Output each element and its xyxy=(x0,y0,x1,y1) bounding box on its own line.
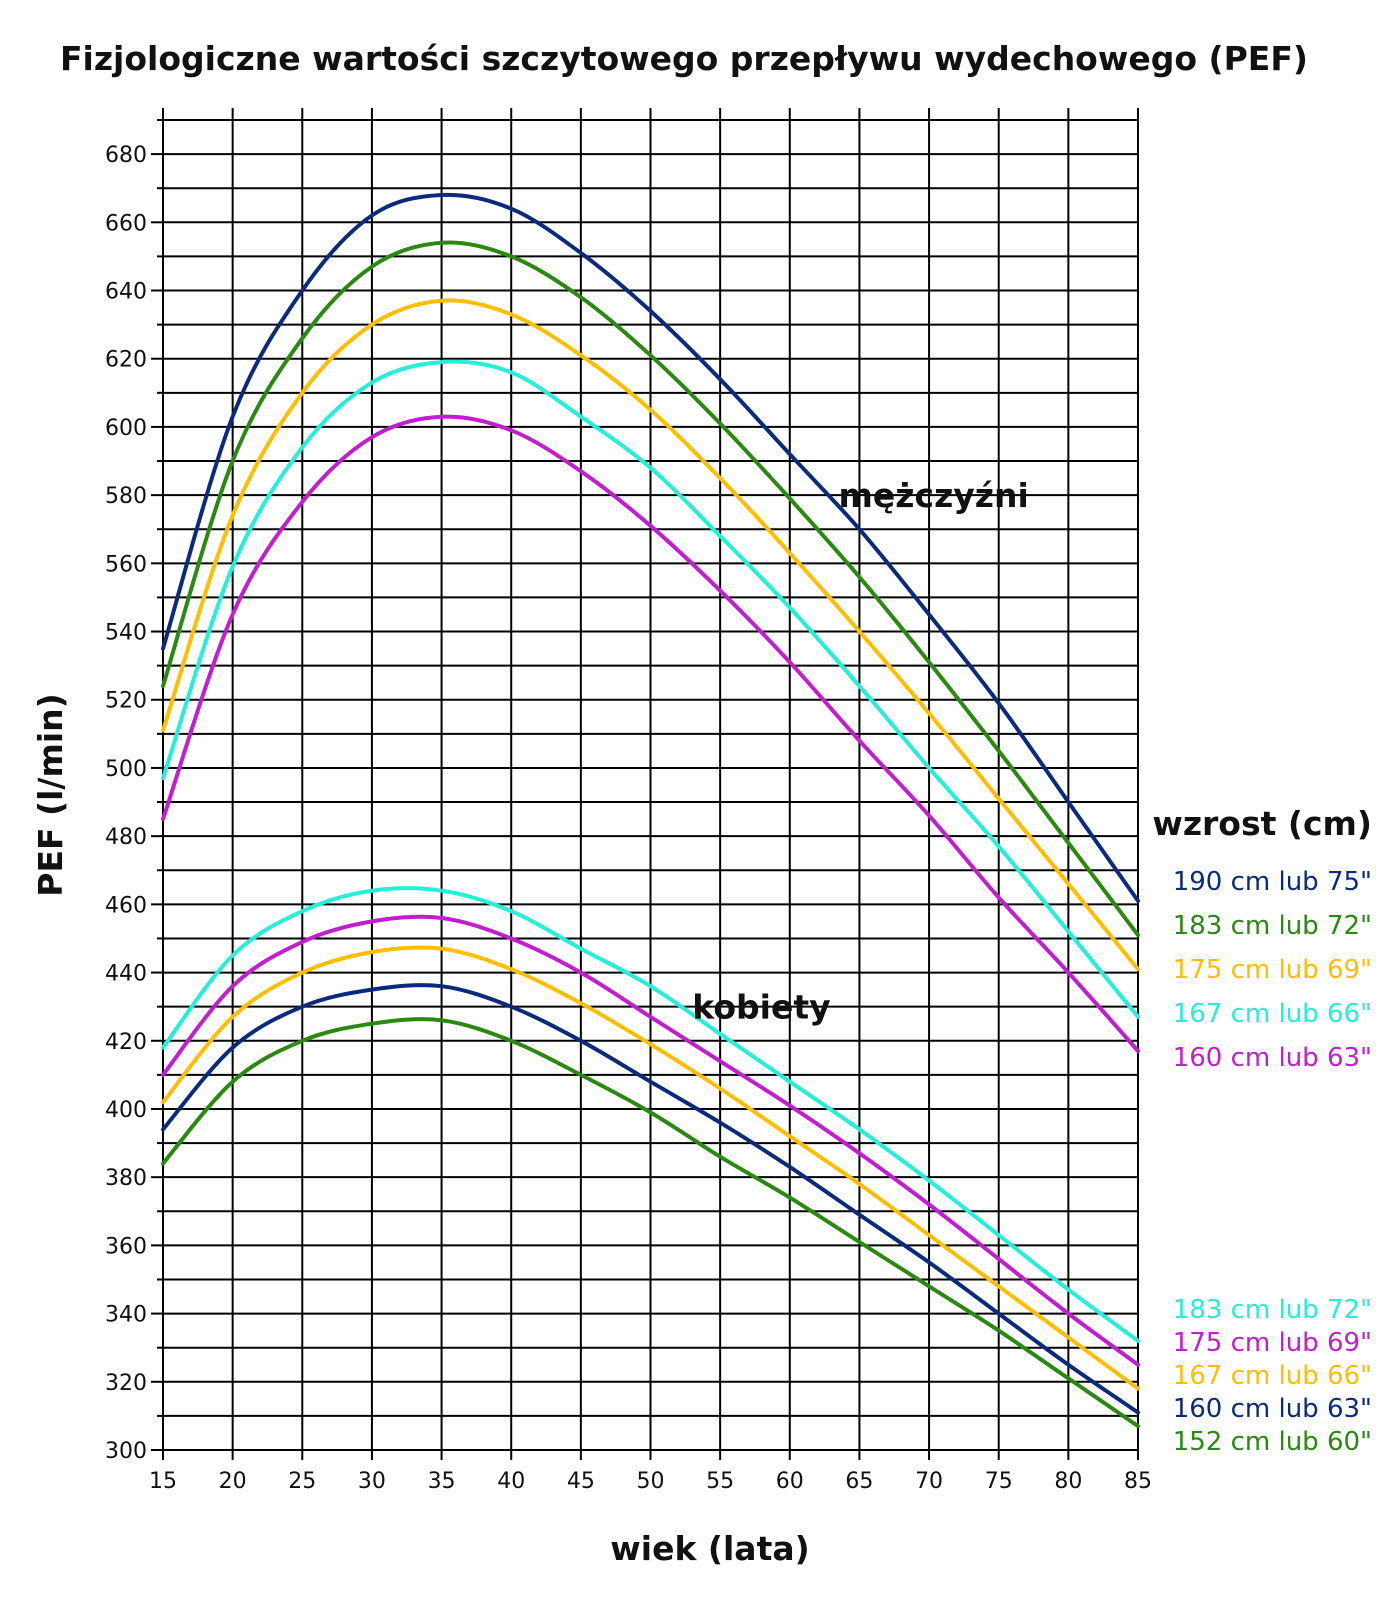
x-axis-title: wiek (lata) xyxy=(610,1529,809,1568)
legend-entry: 183 cm lub 72" xyxy=(1173,911,1372,941)
x-tick-label: 50 xyxy=(637,1469,665,1494)
legend-entry: 152 cm lub 60" xyxy=(1173,1427,1372,1457)
x-tick-label: 75 xyxy=(985,1469,1013,1494)
series-line-women-7 xyxy=(161,945,1140,1391)
y-tick-label: 320 xyxy=(105,1371,147,1396)
x-tick-label: 70 xyxy=(915,1469,943,1494)
x-tick-label: 30 xyxy=(358,1469,386,1494)
y-tick-label: 400 xyxy=(105,1098,147,1123)
series-line-men-0 xyxy=(161,192,1140,903)
annotation-label: mężczyźni xyxy=(839,476,1029,515)
series-line-women-9 xyxy=(161,1017,1140,1429)
x-tick-label: 25 xyxy=(288,1469,316,1494)
legend-entry: 160 cm lub 63" xyxy=(1173,1043,1372,1073)
legend-men: 190 cm lub 75" 183 cm lub 72" 175 cm lub 6… xyxy=(1173,867,1372,1073)
y-tick-labels: 300 320 340 360 380 400 420 440 460 480 500 520 540 5… xyxy=(105,143,147,1464)
annotations: mężczyźni kobiety xyxy=(692,476,1029,1027)
series-line-women-8 xyxy=(161,983,1140,1415)
y-tick-label: 620 xyxy=(105,348,147,373)
series-line-men-4 xyxy=(161,414,1140,1053)
legend-entry: 167 cm lub 66" xyxy=(1173,999,1372,1029)
y-tick-label: 600 xyxy=(105,416,147,441)
y-tick-label: 500 xyxy=(105,757,147,782)
legend-entry: 160 cm lub 63" xyxy=(1173,1394,1372,1424)
series-line-men-2 xyxy=(161,298,1140,972)
x-tick-label: 15 xyxy=(149,1469,177,1494)
legend-entry: 167 cm lub 66" xyxy=(1173,1361,1372,1391)
y-tick-label: 420 xyxy=(105,1030,147,1055)
grid xyxy=(151,108,1139,1460)
y-tick-label: 440 xyxy=(105,962,147,987)
y-tick-label: 460 xyxy=(105,893,147,918)
x-tick-label: 65 xyxy=(845,1469,873,1494)
x-tick-label: 20 xyxy=(219,1469,247,1494)
y-tick-label: 540 xyxy=(105,621,147,646)
series-line-women-6 xyxy=(161,914,1140,1367)
x-tick-label: 85 xyxy=(1124,1469,1152,1494)
legend-entry: 183 cm lub 72" xyxy=(1173,1295,1372,1325)
series-line-women-5 xyxy=(161,886,1140,1343)
y-tick-label: 560 xyxy=(105,552,147,577)
x-tick-label: 55 xyxy=(706,1469,734,1494)
y-tick-label: 520 xyxy=(105,689,147,714)
x-tick-label: 80 xyxy=(1054,1469,1082,1494)
legend-title: wzrost (cm) xyxy=(1152,804,1372,843)
legend-entry: 175 cm lub 69" xyxy=(1173,1328,1372,1358)
y-tick-label: 580 xyxy=(105,484,147,509)
y-axis-title: PEF (l/min) xyxy=(31,693,70,896)
y-tick-label: 300 xyxy=(105,1439,147,1464)
series-line-men-3 xyxy=(161,359,1140,1019)
y-tick-label: 340 xyxy=(105,1303,147,1328)
legend-entry: 190 cm lub 75" xyxy=(1173,867,1372,897)
series-line-men-1 xyxy=(161,240,1140,938)
series-lines xyxy=(161,192,1140,1429)
y-tick-label: 660 xyxy=(105,211,147,236)
chart-title: Fizjologiczne wartości szczytowego przep… xyxy=(60,39,1308,78)
annotation-label: kobiety xyxy=(692,988,830,1027)
x-tick-label: 35 xyxy=(428,1469,456,1494)
x-tick-label: 60 xyxy=(776,1469,804,1494)
x-tick-label: 40 xyxy=(497,1469,525,1494)
y-tick-label: 640 xyxy=(105,280,147,305)
legend-women: 183 cm lub 72"175 cm lub 69"167 cm lub 6… xyxy=(1173,1295,1372,1457)
y-tick-label: 480 xyxy=(105,825,147,850)
x-tick-label: 45 xyxy=(567,1469,595,1494)
legend-entry: 175 cm lub 69" xyxy=(1173,955,1372,985)
y-tick-label: 680 xyxy=(105,143,147,168)
x-tick-labels: 15 20 25 30 35 40 45 50 55 60 65 70 75 80 85 xyxy=(149,1469,1152,1494)
y-tick-label: 360 xyxy=(105,1234,147,1259)
y-tick-label: 380 xyxy=(105,1166,147,1191)
